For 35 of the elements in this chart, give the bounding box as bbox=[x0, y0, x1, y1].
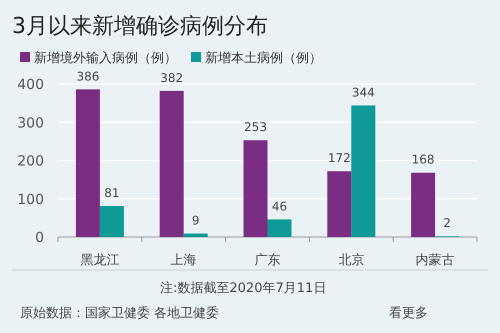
data-label: 386 bbox=[76, 69, 100, 84]
bar bbox=[184, 234, 208, 237]
bar bbox=[160, 90, 184, 237]
text: 看更多 bbox=[389, 306, 428, 321]
data-label: 46 bbox=[272, 199, 288, 214]
text: 原始数据：国家卫健委 各地卫健委 bbox=[20, 305, 220, 321]
y-tick-label: 0 bbox=[35, 230, 44, 246]
bar bbox=[351, 105, 376, 237]
x-tick-label: 黑龙江 bbox=[80, 253, 120, 268]
bar bbox=[76, 89, 100, 237]
data-label: 81 bbox=[104, 186, 120, 200]
data-label: 2 bbox=[443, 216, 451, 230]
legend-label: 新增境外输入病例（例） bbox=[34, 50, 177, 66]
data-label: 168 bbox=[412, 152, 435, 167]
y-tick-label: 300 bbox=[17, 115, 44, 132]
bar bbox=[411, 172, 436, 237]
data-label: 253 bbox=[244, 120, 267, 134]
y-tick-label: 400 bbox=[17, 77, 44, 93]
chart-title: 3月以来新增确诊病例分布 bbox=[12, 14, 268, 39]
data-label: 172 bbox=[328, 151, 351, 166]
x-tick-label: 广东 bbox=[254, 253, 280, 268]
data-label: 9 bbox=[192, 214, 200, 228]
x-tick-label: 内蒙古 bbox=[416, 253, 455, 268]
text: 注:数据截至2020年7月11日 bbox=[160, 281, 326, 296]
x-tick-label: 北京 bbox=[338, 253, 364, 268]
y-tick-label: 200 bbox=[17, 154, 44, 170]
bar bbox=[268, 219, 292, 237]
x-tick-label: 上海 bbox=[170, 253, 197, 268]
y-tick-label: 100 bbox=[17, 192, 44, 208]
legend-label: 新增本土病例（例） bbox=[205, 51, 322, 66]
data-label: 344 bbox=[352, 85, 375, 100]
bar bbox=[100, 206, 124, 237]
bar bbox=[327, 171, 352, 237]
bar bbox=[244, 140, 268, 237]
data-label: 382 bbox=[160, 70, 184, 85]
